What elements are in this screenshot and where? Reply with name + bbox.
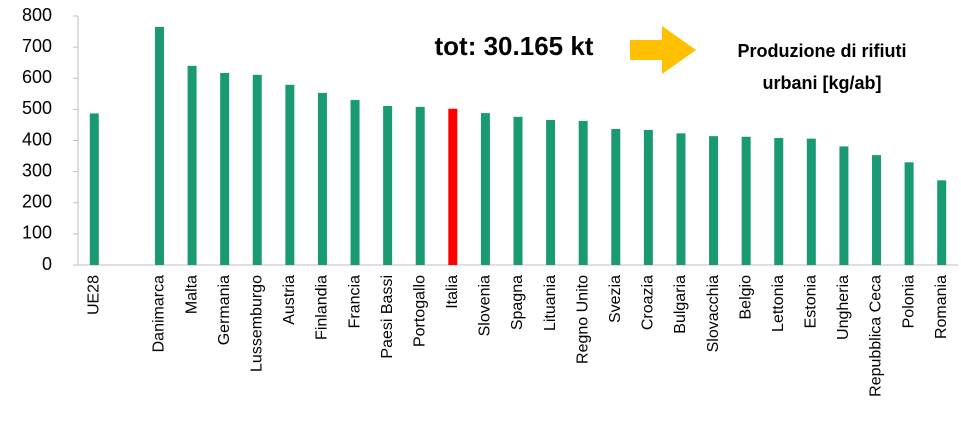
total-annotation: tot: 30.165 kt	[435, 31, 594, 61]
y-tick-label: 500	[22, 98, 52, 118]
bar	[252, 74, 262, 265]
legend-annotation: Produzione di rifiuti	[738, 41, 907, 61]
x-tick-label: Portogallo	[411, 275, 428, 347]
y-tick-label: 200	[22, 192, 52, 212]
bar	[806, 138, 816, 265]
x-tick-label: UE28	[86, 275, 103, 315]
x-tick-label: Danimarca	[151, 275, 168, 352]
x-tick-label: Bulgaria	[672, 275, 689, 334]
bar	[350, 100, 360, 265]
bar	[513, 116, 523, 265]
bar	[187, 65, 197, 265]
x-tick-label: Austria	[281, 275, 298, 325]
x-tick-label: Slovenia	[477, 275, 494, 336]
bar	[220, 72, 230, 266]
bar	[480, 113, 490, 265]
bar	[741, 136, 751, 265]
x-tick-label: Lituania	[542, 275, 559, 331]
bar	[448, 108, 458, 265]
x-tick-label: Polonia	[900, 275, 917, 328]
bar	[285, 84, 295, 265]
bar	[89, 113, 99, 265]
x-tick-label: Francia	[346, 275, 363, 328]
bar	[415, 106, 425, 265]
x-tick-label: Finlandia	[314, 275, 331, 340]
bar	[578, 120, 588, 265]
y-tick-label: 600	[22, 67, 52, 87]
y-tick-label: 300	[22, 160, 52, 180]
bar	[676, 133, 686, 265]
x-tick-label: Regno Unito	[574, 275, 591, 364]
bar	[904, 162, 914, 265]
x-tick-label: Romania	[933, 275, 950, 339]
y-tick-label: 0	[42, 254, 52, 274]
legend-annotation: urbani [kg/ab]	[762, 73, 881, 93]
x-tick-label: Estonia	[803, 275, 820, 328]
x-tick-label: Italia	[444, 275, 461, 309]
x-tick-label: Lettonia	[770, 275, 787, 332]
arrow	[630, 26, 696, 74]
x-tick-label: Germania	[216, 275, 233, 345]
x-tick-label: Slovacchia	[705, 275, 722, 352]
bar	[611, 128, 621, 265]
bar	[709, 136, 719, 265]
bar	[839, 146, 849, 265]
x-tick-label: Belgio	[737, 275, 754, 320]
x-tick-label: Ungheria	[835, 275, 852, 340]
y-tick-label: 700	[22, 36, 52, 56]
bar	[643, 129, 653, 265]
bar	[154, 26, 164, 265]
y-tick-label: 100	[22, 223, 52, 243]
x-tick-label: Lussemburgo	[248, 275, 265, 372]
bar	[937, 180, 947, 265]
x-tick-label: Croazia	[640, 275, 657, 330]
x-tick-label: Spagna	[509, 275, 526, 330]
bar	[383, 105, 393, 265]
x-tick-label: Svezia	[607, 275, 624, 323]
bar	[546, 119, 556, 266]
bar	[317, 92, 327, 265]
x-tick-label: Malta	[183, 275, 200, 314]
x-tick-label: Repubblica Ceca	[868, 275, 885, 397]
y-tick-label: 400	[22, 129, 52, 149]
y-tick-label: 800	[22, 5, 52, 25]
bar	[872, 155, 882, 265]
bar	[774, 138, 784, 265]
x-tick-label: Paesi Bassi	[379, 275, 396, 359]
